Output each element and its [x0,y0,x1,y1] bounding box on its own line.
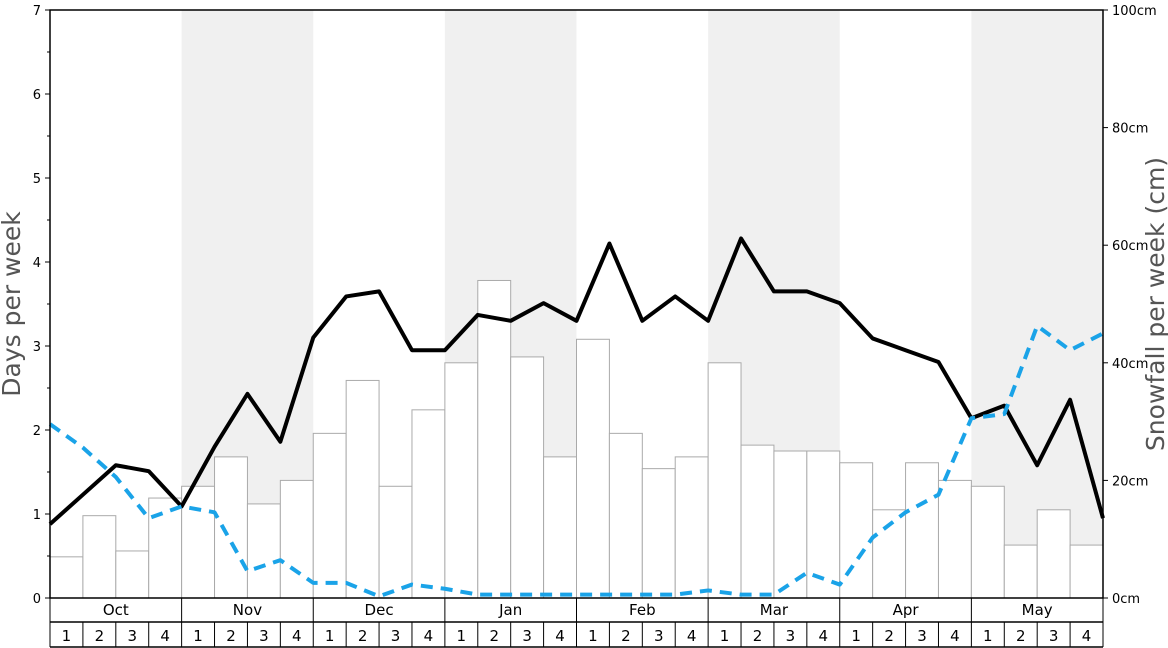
week-label: 2 [884,627,894,645]
week-label: 1 [62,627,72,645]
snowfall-bar [181,485,216,599]
week-label: 1 [193,627,203,645]
left-tick-label: 3 [33,340,41,355]
week-label: 2 [358,627,368,645]
snowfall-bar [937,479,972,599]
snowfall-bar [641,468,676,599]
right-tick-label: 0cm [1112,592,1140,607]
days-line-group [48,236,1105,526]
week-label: 3 [259,627,269,645]
snowfall-bar [707,362,742,599]
snowfall-bar [444,362,479,599]
right-tick-label: 60cm [1112,239,1148,254]
week-label: 4 [424,627,434,645]
week-label: 4 [160,627,170,645]
left-tick-label: 5 [33,172,41,187]
snowfall-bar [411,409,446,599]
week-label: 2 [95,627,105,645]
week-label: 1 [588,627,598,645]
week-label: 3 [522,627,532,645]
left-tick-label: 1 [33,508,41,523]
month-label: Dec [365,601,394,619]
week-label: 3 [1049,627,1059,645]
week-label: 1 [325,627,335,645]
left-tick-label: 0 [33,592,41,607]
snowfall-bar [82,515,117,599]
week-label: 2 [489,627,499,645]
week-label: 2 [753,627,763,645]
week-label: 3 [127,627,137,645]
month-label: Jan [498,601,522,619]
snowfall-bar [477,279,512,599]
right-tick-label: 20cm [1112,474,1148,489]
left-tick-label: 7 [33,4,41,19]
month-label: Oct [103,601,129,619]
snowfall-bar [1036,509,1071,599]
left-tick-label: 6 [33,88,41,103]
snow-line-group [48,323,1104,599]
month-axis: Oct Nov Dec Jan Feb Mar Apr May [49,598,1104,623]
week-label: 1 [457,627,467,645]
month-label: Feb [629,601,656,619]
snowfall-bar [49,556,84,599]
week-label: 1 [720,627,730,645]
left-tick-label: 2 [33,424,41,439]
month-label: Apr [893,601,920,619]
snowfall-bar [608,432,643,599]
snowfall-bar [246,503,281,599]
left-axis-ticks: 0 1 2 3 4 5 6 7 [33,4,50,607]
week-label: 3 [786,627,796,645]
week-label: 3 [654,627,664,645]
week-label: 3 [917,627,927,645]
snowfall-bar [312,432,347,599]
snowfall-bar [839,462,874,599]
right-tick-label: 80cm [1112,122,1148,137]
snowfall-bar [806,450,841,599]
week-label: 4 [687,627,697,645]
snowfall-bar [115,550,150,599]
right-axis-ticks: 0cm 20cm 40cm 60cm 80cm 100cm [1103,4,1157,607]
left-axis-title: Days per week [0,211,26,397]
snowfall-bar [214,456,248,599]
month-label: May [1022,601,1053,619]
snowfall-bar [345,379,380,599]
week-label: 4 [819,627,829,645]
week-label: 3 [391,627,401,645]
week-label: 2 [1016,627,1026,645]
snowfall-bar [905,462,939,599]
week-label: 4 [1082,627,1092,645]
snowfall-bar [1069,544,1104,599]
snowfall-bar [970,485,1005,599]
snowfall-bar [740,444,775,599]
snow-conditions-line [48,323,1104,599]
right-tick-label: 40cm [1112,357,1148,372]
snowfall-bars [49,279,1104,599]
week-label: 4 [292,627,302,645]
snowfall-bar [378,485,413,599]
snowfall-bar [576,338,610,599]
right-axis-title: Snowfall per week (cm) [1141,157,1168,451]
week-label: 4 [555,627,565,645]
week-axis: 1 2 3 4 1 2 3 4 1 2 3 4 1 2 3 4 1 2 3 4 1 2 3 4 1 2 3 4 1 2 3 4 [49,622,1104,648]
week-label: 4 [950,627,960,645]
month-label: Nov [233,601,262,619]
snowfall-bar [1003,544,1038,599]
week-label: 2 [226,627,236,645]
snowfall-bar [510,356,545,599]
week-label: 2 [621,627,631,645]
right-tick-label: 100cm [1112,4,1157,19]
snowfall-bar [148,497,183,599]
month-label: Mar [760,601,789,619]
week-label: 1 [851,627,861,645]
week-label: 1 [983,627,993,645]
snowfall-bar [674,456,709,599]
days-per-week-line [48,236,1105,526]
left-tick-label: 4 [33,256,41,271]
snowfall-bar [543,456,577,599]
